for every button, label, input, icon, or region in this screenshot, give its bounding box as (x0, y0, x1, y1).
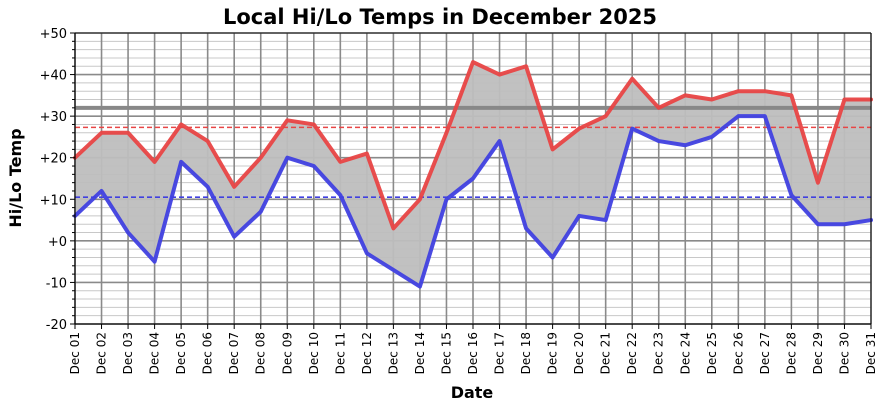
x-tick-label: Dec 28 (784, 332, 798, 374)
x-tick-label: Dec 23 (652, 332, 666, 374)
y-tick-label: +0 (48, 235, 67, 250)
y-tick-label: -10 (46, 276, 67, 291)
x-tick-label: Dec 24 (678, 332, 692, 374)
x-tick-label: Dec 03 (121, 332, 135, 374)
x-tick-label: Dec 27 (758, 332, 772, 374)
x-tick-label: Dec 19 (546, 332, 560, 374)
x-tick-label: Dec 11 (333, 332, 347, 374)
x-tick-label: Dec 09 (280, 332, 294, 374)
x-tick-label: Dec 14 (413, 332, 427, 374)
x-tick-label: Dec 17 (493, 332, 507, 374)
x-tick-label: Dec 02 (95, 332, 109, 374)
x-tick-label: Dec 20 (572, 332, 586, 374)
x-tick-label: Dec 21 (599, 332, 613, 374)
x-tick-label: Dec 15 (439, 332, 453, 374)
x-tick-label: Dec 31 (864, 332, 878, 374)
x-tick-label: Dec 06 (201, 332, 215, 374)
hi-lo-range-fill (75, 62, 871, 287)
x-tick-label: Dec 26 (731, 332, 745, 374)
chart-title: Local Hi/Lo Temps in December 2025 (223, 5, 657, 29)
x-axis-label: Date (451, 383, 494, 400)
y-tick-label: +30 (40, 110, 67, 125)
y-tick-label: +50 (40, 27, 67, 42)
x-tick-label: Dec 30 (837, 332, 851, 374)
x-tick-label: Dec 16 (466, 332, 480, 374)
x-tick-label: Dec 04 (148, 332, 162, 374)
x-tick-label: Dec 22 (625, 332, 639, 374)
x-tick-label: Dec 13 (386, 332, 400, 374)
x-tick-label: Dec 12 (360, 332, 374, 374)
low-temp-line (73, 114, 873, 289)
y-tick-label: +10 (40, 193, 67, 208)
x-tick-label: Dec 18 (519, 332, 533, 374)
x-tick-label: Dec 10 (307, 332, 321, 374)
x-tick-label: Dec 08 (254, 332, 268, 374)
plot-area: -20 -10 +0 +10 +20 +30 +40 +50 Dec 01 Dec 02 Dec 0… (40, 27, 878, 374)
y-tick-label: +20 (40, 152, 67, 167)
x-tick-label: Dec 25 (705, 332, 719, 374)
high-temp-line (73, 60, 873, 231)
x-tick-label: Dec 29 (811, 332, 825, 374)
y-tick-label: +40 (40, 69, 67, 84)
y-tick-label: -20 (46, 318, 67, 333)
x-tick-label: Dec 05 (174, 332, 188, 374)
y-axis-label: Hi/Lo Temp (6, 128, 25, 227)
x-tick-label: Dec 01 (68, 332, 82, 374)
x-tick-label: Dec 07 (227, 332, 241, 374)
